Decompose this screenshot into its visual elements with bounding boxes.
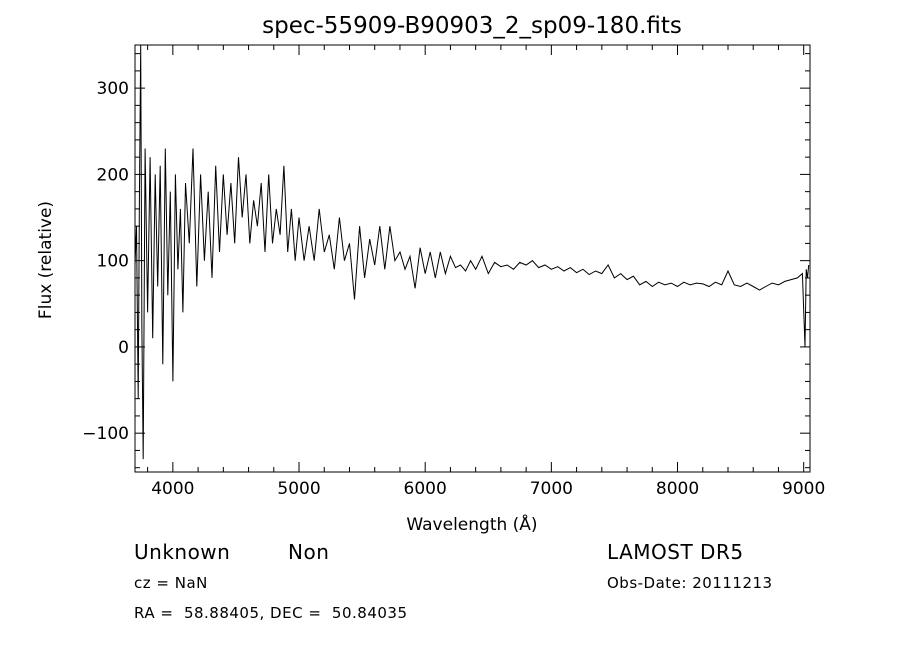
- chart-title: spec-55909-B90903_2_sp09-180.fits: [262, 13, 682, 39]
- x-tick-label: 6000: [404, 479, 447, 499]
- x-axis-label: Wavelength (Å): [406, 513, 537, 535]
- y-tick-label: 200: [97, 165, 129, 185]
- axis-ticks: [135, 45, 810, 472]
- plot-frame: [134, 44, 811, 473]
- y-tick-label: −100: [82, 424, 129, 444]
- x-tick-label: 9000: [782, 479, 825, 499]
- object-class: Unknown: [134, 540, 231, 564]
- y-tick-label: 300: [97, 79, 129, 99]
- redshift-cz: cz = NaN: [134, 574, 208, 592]
- spectrum-line: [134, 44, 810, 460]
- survey-name: LAMOST DR5: [607, 540, 744, 564]
- coordinates: RA = 58.88405, DEC = 50.84035: [134, 604, 408, 622]
- y-tick-label: 100: [97, 252, 129, 272]
- y-axis-label: Flux (relative): [36, 201, 56, 319]
- x-tick-label: 8000: [656, 479, 699, 499]
- object-subclass: Non: [288, 540, 330, 564]
- axis-tick-labels: 4000 5000 6000 7000 8000 9000 −100 0 100 200 300: [82, 79, 825, 499]
- x-tick-label: 7000: [530, 479, 573, 499]
- obs-date: Obs-Date: 20111213: [607, 574, 773, 592]
- x-tick-label: 5000: [277, 479, 320, 499]
- y-tick-label: 0: [118, 338, 129, 358]
- x-tick-label: 4000: [151, 479, 194, 499]
